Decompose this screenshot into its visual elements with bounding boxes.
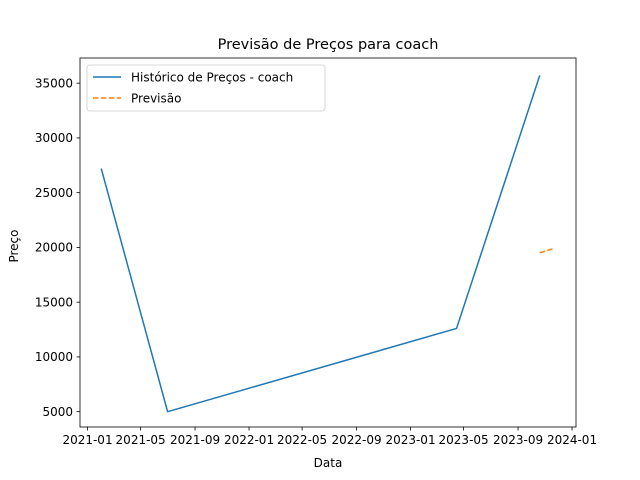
y-tick-label: 25000	[35, 186, 73, 200]
chart-title: Previsão de Preços para coach	[218, 37, 439, 53]
legend-label-1: Histórico de Preços - coach	[131, 70, 293, 84]
y-tick-label: 20000	[35, 241, 73, 255]
y-axis-label: Preço	[7, 229, 21, 262]
x-tick-label: 2023-09	[493, 433, 543, 447]
x-tick-label: 2021-09	[170, 433, 220, 447]
legend-label-2: Previsão	[131, 91, 181, 105]
x-tick-label: 2022-09	[331, 433, 381, 447]
series-layer	[100, 75, 554, 413]
series-line-2	[539, 247, 554, 254]
x-tick-label: 2023-01	[385, 433, 435, 447]
x-tick-label: 2021-05	[116, 433, 166, 447]
series-line-1	[100, 75, 541, 413]
x-tick-label: 2024-01	[547, 433, 597, 447]
plot-frame	[79, 57, 577, 428]
x-tick-label: 2023-05	[439, 433, 489, 447]
y-tick-label: 10000	[35, 350, 73, 364]
x-tick-label: 2022-01	[224, 433, 274, 447]
y-tick-label: 5000	[42, 405, 73, 419]
axes-layer: 2021-01 2021-05 2021-09 2022-01 2022-05 2022-…	[35, 76, 597, 447]
legend: Histórico de Preços - coach Previsão	[86, 64, 326, 112]
plot-area	[79, 57, 577, 428]
y-tick-label: 30000	[35, 131, 73, 145]
y-tick-label: 15000	[35, 295, 73, 309]
y-tick-label: 35000	[35, 76, 73, 90]
x-tick-label: 2021-01	[62, 433, 112, 447]
x-axis-label: Data	[314, 456, 343, 470]
x-tick-label: 2022-05	[277, 433, 327, 447]
legend-box	[86, 64, 326, 112]
